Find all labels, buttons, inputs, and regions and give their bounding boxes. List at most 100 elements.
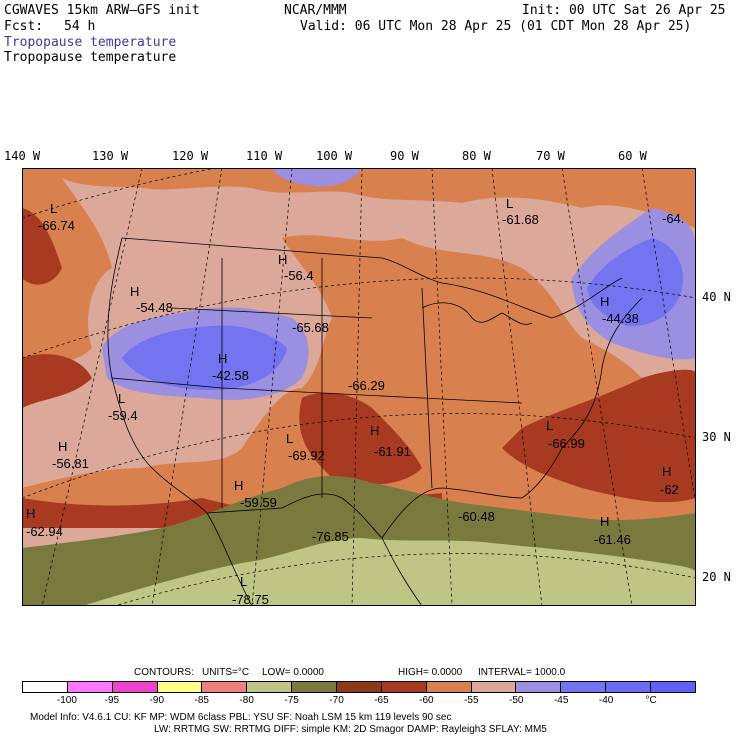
legend-swatch bbox=[516, 682, 562, 692]
color-legend bbox=[22, 681, 696, 693]
legend-swatch bbox=[561, 682, 607, 692]
legend-tick-label: -65 bbox=[374, 695, 389, 706]
legend-tick-label: -60 bbox=[419, 695, 434, 706]
legend-swatch bbox=[247, 682, 293, 692]
extremum-type: L bbox=[546, 418, 553, 433]
meridian-100w bbox=[351, 168, 363, 606]
legend-swatch bbox=[157, 682, 203, 692]
meridian-120w bbox=[151, 168, 223, 606]
parallel-20n bbox=[113, 553, 696, 606]
model-title: CGWAVES 15km ARW–GFS init bbox=[4, 3, 200, 18]
extremum-type: H bbox=[218, 351, 227, 366]
extremum-value: -66.74 bbox=[38, 218, 75, 233]
extremum-type: L bbox=[506, 196, 513, 211]
legend-swatch bbox=[426, 682, 472, 692]
legend-swatch bbox=[381, 682, 427, 692]
extremum-type: H bbox=[130, 284, 139, 299]
org-label: NCAR/MMM bbox=[284, 3, 347, 18]
canada-us-border bbox=[121, 237, 623, 319]
extremum-value: -65.68 bbox=[292, 320, 329, 335]
contours-interval: INTERVAL= 1000.0 bbox=[478, 667, 566, 678]
meridian-70w bbox=[561, 168, 633, 606]
contours-label: CONTOURS: bbox=[134, 667, 194, 678]
lon-label: 140 W bbox=[4, 149, 41, 163]
field-title: Tropopause temperature bbox=[4, 35, 177, 50]
contours-low: LOW= 0.0000 bbox=[262, 667, 324, 678]
extremum-value: -44.38 bbox=[602, 311, 639, 326]
lon-label: 70 W bbox=[536, 149, 565, 163]
legend-tick-label: -40 bbox=[598, 695, 614, 706]
extremum-value: -64. bbox=[662, 211, 684, 226]
tropopause-temperature-map: L -66.74 H -54.48 H -56.4 -65.68 H -42.5… bbox=[22, 168, 696, 606]
valid-time: Valid: 06 UTC Mon 28 Apr 25 (01 CDT Mon … bbox=[300, 19, 692, 34]
field-red-north bbox=[22, 208, 62, 285]
fcst-label: Fcst: bbox=[4, 19, 44, 34]
legend-tick-label: -70 bbox=[329, 695, 344, 706]
field-blue-northeast bbox=[587, 238, 683, 327]
legend-swatch bbox=[67, 682, 113, 692]
extremum-value: -66.29 bbox=[348, 378, 385, 393]
legend-swatch bbox=[23, 682, 68, 692]
lon-label: 120 W bbox=[172, 149, 209, 163]
extremum-value: -62 bbox=[660, 482, 679, 497]
meridian-130w bbox=[41, 168, 143, 606]
legend-tick-label: -85 bbox=[194, 695, 209, 706]
legend-tick-label: -55 bbox=[464, 695, 479, 706]
lat-label: 40 N bbox=[702, 290, 731, 304]
extremum-type: H bbox=[234, 478, 243, 493]
extremum-value: -59.4 bbox=[108, 408, 138, 423]
legend-tick-label: -50 bbox=[509, 695, 524, 706]
extremum-type: H bbox=[600, 514, 609, 529]
us-mexico-border bbox=[206, 493, 383, 539]
extremum-value: -62.94 bbox=[26, 524, 63, 539]
extremum-value: -61.91 bbox=[374, 444, 411, 459]
extremum-value: -61.68 bbox=[502, 212, 539, 227]
field-subtitle: Tropopause temperature bbox=[4, 50, 177, 65]
mexico-coast bbox=[206, 512, 423, 606]
field-khaki bbox=[82, 538, 696, 606]
great-lakes bbox=[421, 302, 533, 325]
extremum-type: H bbox=[58, 439, 67, 454]
field-lavender-north bbox=[272, 168, 362, 187]
extremum-type: H bbox=[600, 294, 609, 309]
lon-label: 80 W bbox=[462, 149, 491, 163]
legend-swatch bbox=[651, 682, 695, 692]
extremum-value: -54.48 bbox=[136, 300, 173, 315]
model-info: Model Info: V4.6.1 CU: KF MP: WDM 6class… bbox=[30, 712, 452, 723]
legend-tick-label: -95 bbox=[104, 695, 120, 706]
meridian-90w bbox=[431, 168, 453, 606]
extremum-value: -59.59 bbox=[240, 495, 277, 510]
lat-label: 20 N bbox=[702, 570, 731, 584]
lon-label: 60 W bbox=[618, 149, 647, 163]
contours-units: UNITS=°C bbox=[202, 667, 250, 678]
state-lines bbox=[111, 258, 523, 508]
political-boundaries bbox=[107, 237, 643, 606]
extremum-type: H bbox=[26, 506, 35, 521]
lon-label: 90 W bbox=[390, 149, 419, 163]
lat-label: 30 N bbox=[702, 430, 731, 444]
extremum-value: -69.92 bbox=[288, 448, 325, 463]
legend-swatch bbox=[606, 682, 652, 692]
legend-tick-label: -80 bbox=[239, 695, 254, 706]
field-orange-north bbox=[22, 168, 696, 228]
extremum-type: H bbox=[278, 252, 287, 267]
extremum-value: -61.46 bbox=[594, 532, 631, 547]
legend-swatch bbox=[337, 682, 382, 692]
map-frame bbox=[22, 168, 696, 606]
field-blue-rockies bbox=[122, 325, 287, 390]
lon-label: 110 W bbox=[246, 149, 283, 163]
us-west-coast bbox=[107, 237, 208, 514]
meridian-80w bbox=[491, 168, 543, 606]
legend-swatch bbox=[292, 682, 338, 692]
field-red-east bbox=[502, 369, 696, 503]
extremum-value: -76.85 bbox=[312, 529, 349, 544]
meridian-60w bbox=[641, 168, 696, 509]
extremum-value: -78.75 bbox=[232, 592, 269, 606]
extremum-value: -66.99 bbox=[548, 436, 585, 451]
legend-tick-label: -100 bbox=[56, 695, 77, 706]
fcst-value: 54 h bbox=[64, 19, 96, 34]
extremum-type: H bbox=[662, 464, 671, 479]
field-red-central bbox=[299, 392, 422, 485]
legend-tick-label: -45 bbox=[553, 695, 569, 706]
extremum-value: -42.58 bbox=[212, 368, 249, 383]
